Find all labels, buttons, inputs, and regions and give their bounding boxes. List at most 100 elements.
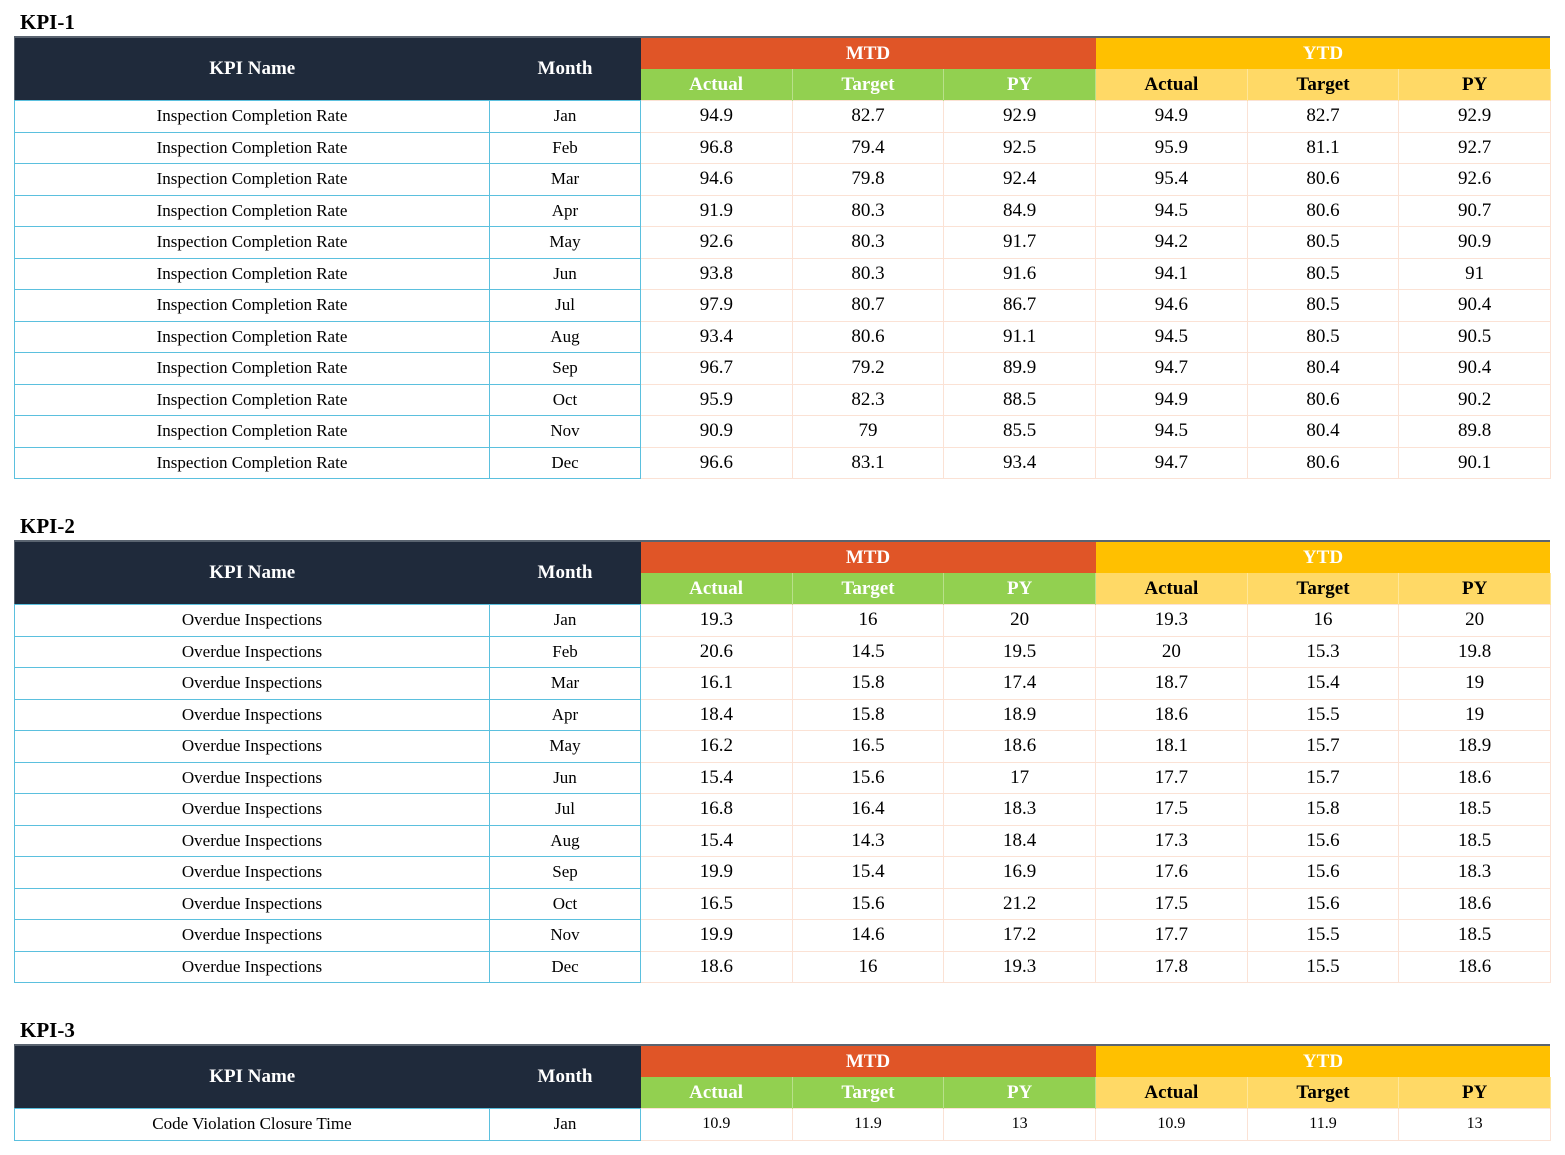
mtd-target-cell: 80.3 [791,257,945,290]
kpi-section-3: KPI-3 KPI Name Month MTD YTD Actual Targ… [0,1018,1565,1148]
ytd-target-header: Target [1247,1077,1400,1109]
mtd-py-cell: 91.7 [943,226,1096,259]
ytd-target-cell: 80.5 [1246,226,1400,259]
ytd-target-cell: 80.5 [1246,257,1400,290]
kpi-name-cell: Overdue Inspections [14,761,490,794]
ytd-target-cell: 80.5 [1246,320,1400,353]
month-cell: Oct [489,383,641,416]
mtd-py-cell: 84.9 [943,194,1096,227]
ytd-actual-cell: 17.7 [1095,761,1248,794]
ytd-target-cell: 80.4 [1246,415,1400,448]
ytd-actual-cell: 17.6 [1095,856,1248,889]
mtd-target-cell: 79 [791,415,945,448]
ytd-actual-cell: 95.4 [1095,163,1248,196]
ytd-target-cell: 80.4 [1246,352,1400,385]
mtd-py-cell: 85.5 [943,415,1096,448]
table-row: Overdue Inspections Sep 19.9 15.4 16.9 17.6 15… [14,856,1551,889]
month-cell: Jan [489,100,641,133]
ytd-actual-cell: 20 [1095,635,1248,668]
ytd-py-header: PY [1398,573,1551,605]
ytd-py-cell: 91 [1398,257,1551,290]
table-row: Overdue Inspections Jan 19.3 16 20 19.3 16 20 [14,604,1551,637]
mtd-py-cell: 88.5 [943,383,1096,416]
kpi-name-cell: Overdue Inspections [14,604,490,637]
ytd-py-cell: 92.9 [1398,100,1551,133]
table-row: Overdue Inspections Mar 16.1 15.8 17.4 18.7 15… [14,667,1551,700]
month-cell: Jan [489,604,641,637]
ytd-actual-cell: 17.5 [1095,887,1248,920]
ytd-actual-cell: 18.6 [1095,698,1248,731]
mtd-target-cell: 79.8 [791,163,945,196]
ytd-py-cell: 90.9 [1398,226,1551,259]
month-cell: Aug [489,824,641,857]
ytd-target-cell: 16 [1246,604,1400,637]
table-row: Inspection Completion Rate Jul 97.9 80.7 86.… [14,289,1551,322]
month-cell: Dec [489,950,641,983]
ytd-target-cell: 80.6 [1246,446,1400,479]
kpi-name-cell: Inspection Completion Rate [14,100,490,133]
ytd-target-cell: 80.6 [1246,163,1400,196]
mtd-py-cell: 92.9 [943,100,1096,133]
mtd-actual-cell: 93.4 [640,320,793,353]
kpi-name-cell: Inspection Completion Rate [14,415,490,448]
ytd-py-cell: 13 [1398,1108,1551,1141]
kpi-name-cell: Overdue Inspections [14,950,490,983]
table-row: Overdue Inspections Feb 20.6 14.5 19.5 20 15.3… [14,635,1551,668]
month-header: Month [489,36,641,101]
mtd-actual-cell: 91.9 [640,194,793,227]
kpi-table: KPI Name Month MTD YTD Actual Target PY … [14,36,1551,479]
table-row: Inspection Completion Rate Nov 90.9 79 85.5 9… [14,415,1551,448]
ytd-py-cell: 18.3 [1398,856,1551,889]
ytd-actual-cell: 18.7 [1095,667,1248,700]
kpi-table-body: Overdue Inspections Jan 19.3 16 20 19.3 16 20 Ov… [14,604,1551,983]
month-cell: Jun [489,761,641,794]
table-row: Inspection Completion Rate Apr 91.9 80.3 84.… [14,194,1551,227]
mtd-actual-cell: 10.9 [640,1108,793,1141]
kpi-name-cell: Inspection Completion Rate [14,289,490,322]
kpi-table-body: Code Violation Closure Time Jan 10.9 11.9 13… [14,1108,1551,1141]
mtd-actual-cell: 90.9 [640,415,793,448]
mtd-target-cell: 16.4 [791,793,945,826]
ytd-py-cell: 90.2 [1398,383,1551,416]
ytd-py-cell: 90.4 [1398,289,1551,322]
mtd-actual-cell: 96.7 [640,352,793,385]
mtd-actual-header: Actual [640,573,793,605]
kpi-name-cell: Overdue Inspections [14,919,490,952]
mtd-actual-cell: 16.8 [640,793,793,826]
ytd-py-cell: 18.5 [1398,824,1551,857]
kpi-name-cell: Overdue Inspections [14,667,490,700]
ytd-py-cell: 18.9 [1398,730,1551,763]
mtd-header: MTD [640,36,1096,69]
ytd-py-cell: 90.7 [1398,194,1551,227]
ytd-py-cell: 20 [1398,604,1551,637]
ytd-actual-cell: 94.7 [1095,446,1248,479]
mtd-actual-cell: 18.4 [640,698,793,731]
kpi-name-cell: Inspection Completion Rate [14,226,490,259]
mtd-target-cell: 80.3 [791,194,945,227]
ytd-actual-cell: 94.6 [1095,289,1248,322]
kpi-title: KPI-2 [20,514,75,538]
mtd-actual-cell: 16.5 [640,887,793,920]
mtd-py-cell: 18.6 [943,730,1096,763]
mtd-actual-header: Actual [640,69,793,101]
mtd-target-cell: 11.9 [791,1108,945,1141]
kpi-table: KPI Name Month MTD YTD Actual Target PY … [14,540,1551,983]
mtd-py-cell: 91.6 [943,257,1096,290]
ytd-target-cell: 81.1 [1246,131,1400,164]
mtd-target-cell: 79.2 [791,352,945,385]
kpi-name-cell: Overdue Inspections [14,856,490,889]
mtd-actual-cell: 95.9 [640,383,793,416]
month-cell: Jun [489,257,641,290]
ytd-actual-cell: 94.5 [1095,194,1248,227]
kpi-section-2: KPI-2 KPI Name Month MTD YTD Actual Targ… [0,514,1565,984]
kpi-name-cell: Inspection Completion Rate [14,257,490,290]
kpi-name-cell: Overdue Inspections [14,730,490,763]
mtd-actual-cell: 92.6 [640,226,793,259]
mtd-py-cell: 89.9 [943,352,1096,385]
kpi-section-1: KPI-1 KPI Name Month MTD YTD Actual Targ… [0,10,1565,480]
mtd-header: MTD [640,540,1096,573]
mtd-actual-cell: 15.4 [640,761,793,794]
ytd-actual-cell: 94.5 [1095,320,1248,353]
ytd-target-cell: 15.6 [1246,887,1400,920]
table-row: Overdue Inspections Apr 18.4 15.8 18.9 18.6 15… [14,698,1551,731]
